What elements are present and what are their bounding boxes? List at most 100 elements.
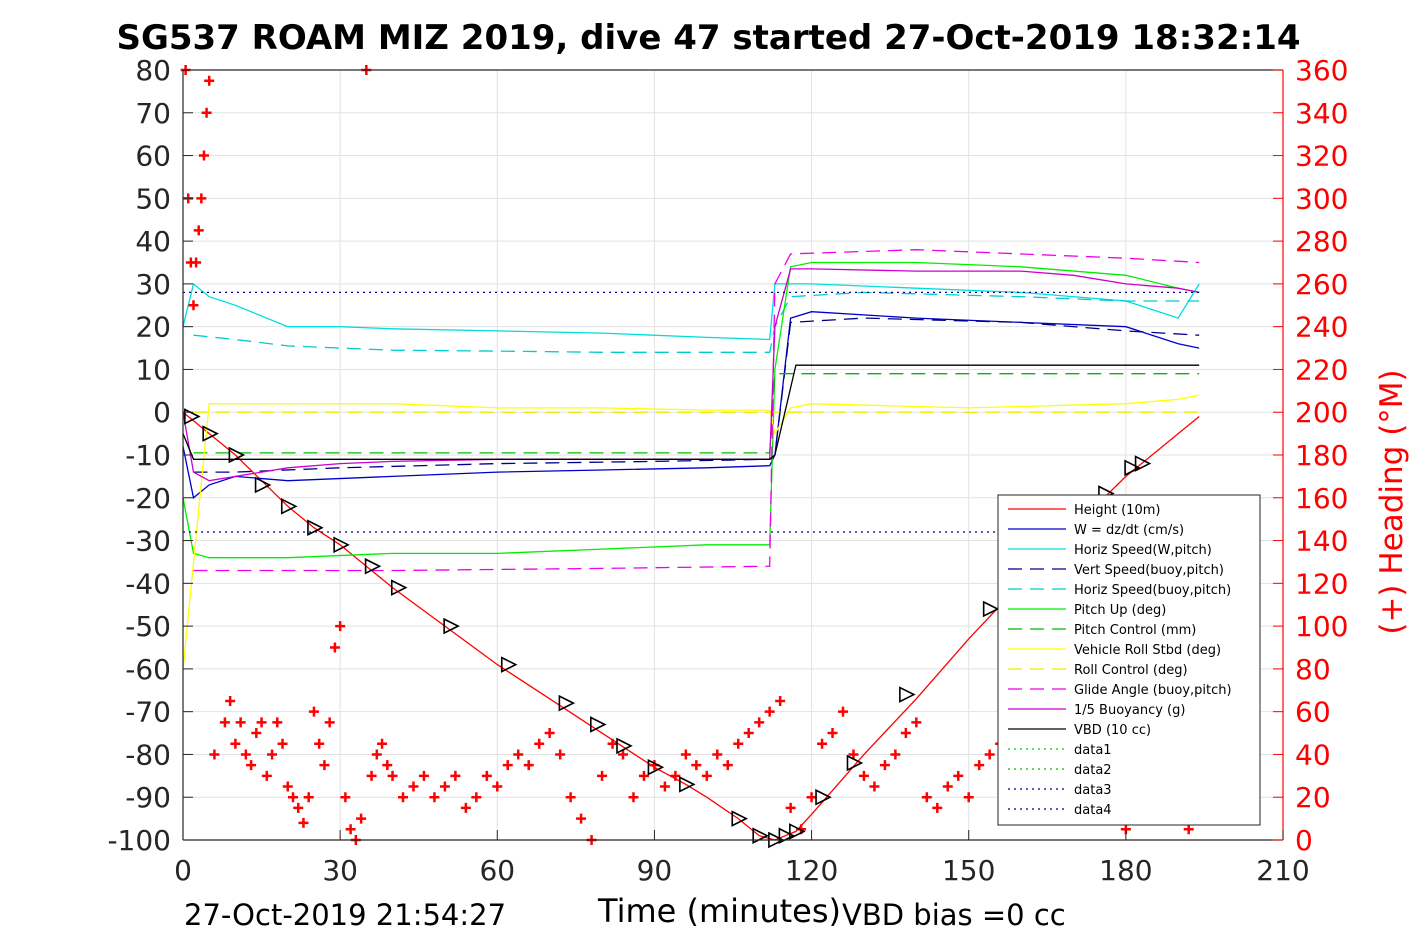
x-tick-label: 60 [479, 854, 515, 887]
heading-point [314, 738, 325, 749]
heading-point [691, 760, 702, 771]
chart-title: SG537 ROAM MIZ 2019, dive 47 started 27-… [116, 18, 1301, 58]
x-tick-label: 180 [1099, 854, 1152, 887]
triangle-marker [899, 686, 916, 703]
y-tick-label: -90 [125, 781, 171, 814]
heading-point [785, 802, 796, 813]
heading-point [607, 738, 618, 749]
heading-point [481, 770, 492, 781]
y2-tick-label: 160 [1295, 482, 1348, 515]
y-tick-label: -70 [125, 696, 171, 729]
series-line-11 [182, 364, 1200, 460]
heading-point [953, 770, 964, 781]
y2-tick-label: 320 [1295, 140, 1348, 173]
y2-tick-label: 100 [1295, 610, 1348, 643]
heading-point [329, 642, 340, 653]
triangle-marker [558, 694, 576, 712]
heading-point [418, 770, 429, 781]
heading-point [974, 760, 985, 771]
heading-point [251, 728, 262, 739]
y-tick-label: 40 [135, 225, 171, 258]
y-tick-label: 10 [135, 353, 171, 386]
heading-point [356, 813, 367, 824]
heading-point [565, 792, 576, 803]
y2-tick-label: 280 [1295, 225, 1348, 258]
heading-point [335, 621, 346, 632]
footer-timestamp: 27-Oct-2019 21:54:27 [184, 898, 507, 932]
y2-tick-label: 200 [1295, 396, 1348, 429]
heading-point [225, 695, 236, 706]
series-line-9 [193, 249, 1200, 572]
heading-point [754, 717, 765, 728]
heading-point [869, 781, 880, 792]
heading-point [246, 760, 257, 771]
legend-label: Horiz Speed(buoy,pitch) [1074, 583, 1231, 598]
heading-point [879, 760, 890, 771]
heading-point [838, 706, 848, 717]
heading-point [191, 257, 202, 268]
heading-point [308, 706, 319, 717]
y2-tick-label: 360 [1295, 54, 1348, 87]
legend-label: Pitch Control (mm) [1074, 623, 1196, 638]
heading-point [502, 760, 513, 771]
heading-point [282, 781, 293, 792]
heading-point [340, 792, 351, 803]
y2-tick-label: 340 [1295, 97, 1348, 130]
heading-point [932, 802, 943, 813]
heading-point [921, 792, 932, 803]
series-line-2 [182, 282, 1200, 341]
heading-point [534, 738, 545, 749]
y-tick-label: 30 [135, 268, 171, 301]
y-tick-label: 20 [135, 311, 171, 344]
heading-point [471, 792, 482, 803]
legend-label: Height (10m) [1074, 503, 1160, 518]
y-tick-label: -40 [125, 567, 171, 600]
triangle-marker [254, 476, 272, 494]
triangle-marker [752, 827, 769, 845]
y2-tick-label: 120 [1295, 567, 1348, 600]
triangle-marker [1134, 455, 1152, 472]
heading-point [188, 300, 199, 311]
y-tick-label: 80 [135, 54, 171, 87]
heading-point [597, 770, 608, 781]
heading-point [890, 749, 901, 760]
y2-tick-label: 180 [1295, 439, 1348, 472]
series-line-1 [182, 311, 1200, 499]
heading-point [240, 749, 251, 760]
x-tick-label: 0 [174, 854, 192, 887]
heading-point [733, 738, 744, 749]
legend-label: Horiz Speed(W,pitch) [1074, 543, 1212, 558]
y-tick-label: 60 [135, 140, 171, 173]
heading-point [256, 717, 267, 728]
series-line-4 [193, 291, 1200, 353]
heading-point [230, 738, 241, 749]
triangle-marker [647, 758, 665, 776]
heading-point [398, 792, 408, 803]
y2-tick-label: 140 [1295, 525, 1348, 558]
y-tick-label: 70 [135, 97, 171, 130]
y-tick-label: -80 [125, 738, 171, 771]
heading-point [235, 717, 246, 728]
series-line-7 [182, 394, 1200, 669]
heading-point [324, 717, 335, 728]
y2-tick-label: 260 [1295, 268, 1348, 301]
heading-point [743, 728, 754, 739]
heading-point [513, 749, 524, 760]
heading-point [277, 738, 288, 749]
heading-point [198, 150, 209, 161]
heading-point [460, 802, 471, 813]
heading-point [555, 749, 566, 760]
legend-label: 1/5 Buoyancy (g) [1074, 703, 1185, 718]
heading-point [764, 706, 775, 717]
heading-point [1183, 824, 1194, 835]
triangle-marker [202, 425, 219, 442]
y2-tick-label: 0 [1295, 824, 1313, 857]
y2-tick-label: 240 [1295, 311, 1348, 344]
heading-point [201, 107, 212, 118]
footer-vbd-bias: VBD bias =0 cc [842, 898, 1066, 932]
heading-point [806, 792, 817, 803]
heading-point [680, 749, 691, 760]
legend-label: Roll Control (deg) [1074, 663, 1188, 678]
legend-label: VBD (10 cc) [1074, 723, 1151, 738]
